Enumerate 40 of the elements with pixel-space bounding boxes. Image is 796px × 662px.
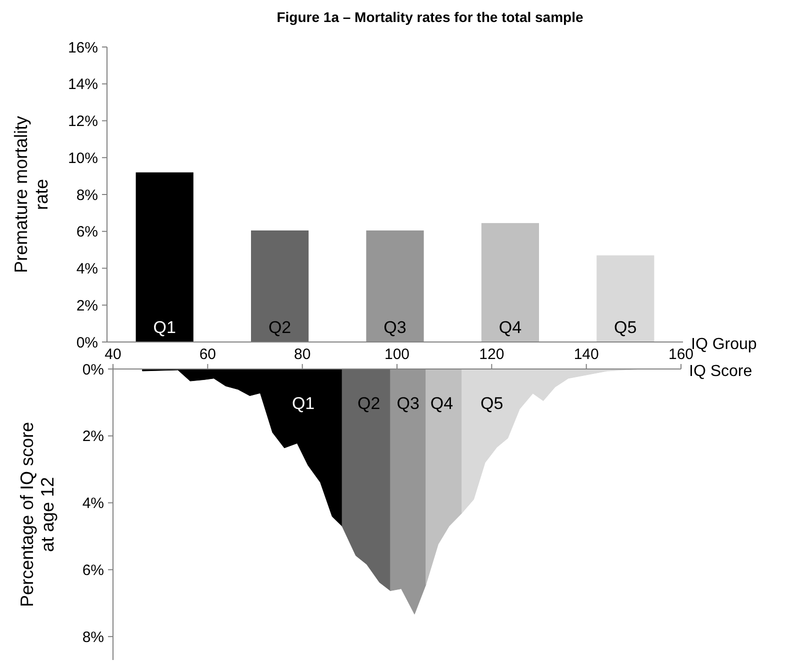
x-tick-label: Q1 bbox=[153, 318, 176, 337]
x-tick-label: Q2 bbox=[268, 318, 292, 337]
series-label: Q5 bbox=[480, 394, 504, 413]
y-tick-label: 2% bbox=[76, 297, 98, 314]
y-tick-label: 8% bbox=[76, 186, 98, 204]
y-tick-label: 0% bbox=[82, 361, 104, 378]
y-tick-label: 2% bbox=[82, 428, 104, 446]
series-label: Q1 bbox=[292, 394, 315, 413]
y-tick-label: 14% bbox=[68, 76, 98, 94]
bar bbox=[251, 230, 309, 342]
bar bbox=[481, 223, 539, 342]
x-tick-label: 40 bbox=[104, 346, 122, 363]
y-axis-title: Percentage of IQ score at age 12 bbox=[17, 422, 58, 608]
x-tick-label: 100 bbox=[384, 346, 410, 363]
bar bbox=[596, 255, 654, 342]
series-label: Q4 bbox=[430, 394, 454, 413]
x-tick-label: 60 bbox=[199, 346, 216, 363]
y-tick-label: 6% bbox=[82, 562, 104, 579]
y-tick-label: 10% bbox=[68, 150, 98, 167]
y-tick-label: 4% bbox=[82, 495, 104, 512]
bar bbox=[136, 172, 194, 342]
x-axis-title: IQ Score bbox=[689, 363, 752, 380]
y-tick-label: 6% bbox=[76, 224, 98, 241]
y-tick-label: 4% bbox=[76, 260, 98, 278]
y-axis-title: Premature mortality rate bbox=[11, 116, 52, 274]
series-label: Q2 bbox=[357, 394, 380, 413]
x-tick-label: Q4 bbox=[498, 318, 522, 337]
y-tick-label: 0% bbox=[76, 334, 98, 352]
x-tick-label: Q5 bbox=[614, 318, 637, 337]
x-tick-label: 140 bbox=[574, 346, 599, 363]
y-tick-label: 8% bbox=[82, 628, 104, 646]
x-tick-label: 160 bbox=[668, 346, 694, 363]
chart-title: Figure 1a – Mortality rates for the total sample bbox=[276, 9, 584, 25]
y-tick-label: 12% bbox=[68, 113, 98, 130]
x-tick-label: 120 bbox=[479, 346, 504, 363]
x-tick-label: Q3 bbox=[384, 318, 406, 337]
series-label: Q3 bbox=[396, 394, 420, 413]
y-tick-label: 16% bbox=[68, 39, 98, 56]
bar bbox=[366, 230, 424, 342]
x-tick-label: 80 bbox=[294, 346, 311, 363]
